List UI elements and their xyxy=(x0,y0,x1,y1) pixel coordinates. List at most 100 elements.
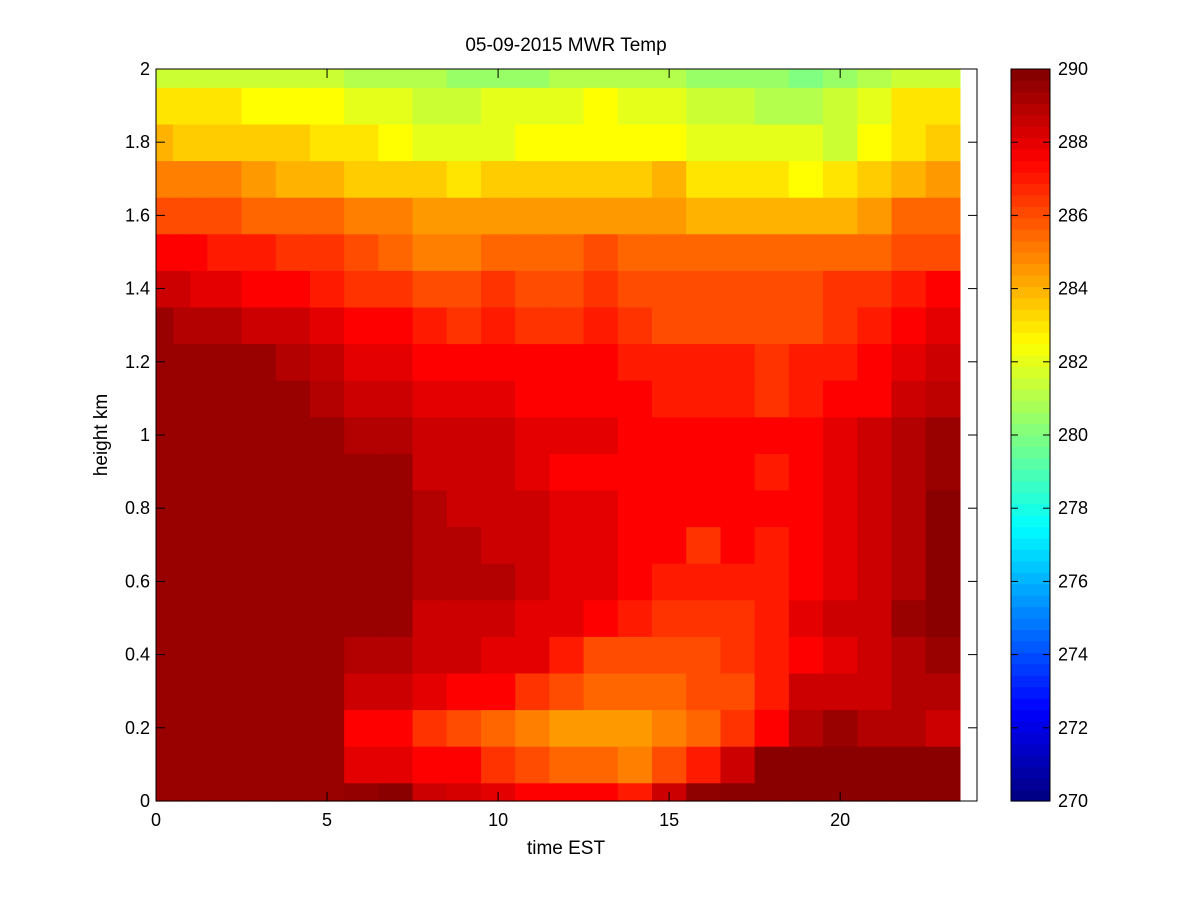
heatmap-cell xyxy=(823,416,858,454)
heatmap-cell xyxy=(617,526,653,564)
heatmap-cell xyxy=(275,636,311,674)
heatmap-cell xyxy=(241,306,277,345)
colorbar-swatch xyxy=(1011,297,1050,310)
heatmap-cell xyxy=(344,69,379,88)
colorbar-tick-label: 276 xyxy=(1058,571,1088,591)
heatmap-cell xyxy=(378,599,414,637)
heatmap-cell xyxy=(583,453,619,491)
heatmap-cell xyxy=(515,709,550,747)
heatmap-cell xyxy=(173,782,191,802)
heatmap-cell xyxy=(617,563,653,601)
colorbar-swatch xyxy=(1011,343,1050,356)
heatmap-cell xyxy=(788,380,824,418)
heatmap-cell xyxy=(344,453,379,491)
heatmap-cell xyxy=(190,453,208,491)
heatmap-cell xyxy=(515,599,550,637)
heatmap-cell xyxy=(207,782,243,802)
heatmap-cell xyxy=(309,599,345,637)
heatmap-cell xyxy=(891,270,927,308)
heatmap-cell xyxy=(173,489,191,528)
heatmap-cell xyxy=(583,69,619,88)
heatmap-cell xyxy=(549,709,585,747)
colorbar-swatch xyxy=(1011,675,1050,688)
colorbar-swatch xyxy=(1011,377,1050,390)
heatmap-cell xyxy=(515,453,550,491)
heatmap-cell xyxy=(190,343,208,381)
heatmap-cell xyxy=(617,636,653,674)
heatmap-cell xyxy=(720,709,756,747)
colorbar-swatch xyxy=(1011,160,1050,173)
heatmap-cell xyxy=(207,87,243,125)
heatmap-cell xyxy=(617,160,653,198)
heatmap-cell xyxy=(480,306,516,345)
heatmap-cell xyxy=(788,636,824,674)
colorbar-swatch xyxy=(1011,469,1050,482)
heatmap-cell xyxy=(344,746,379,784)
y-axis-label: height km xyxy=(91,394,112,476)
heatmap-cell xyxy=(480,636,516,674)
colorbar-swatch xyxy=(1011,652,1050,665)
heatmap-cell xyxy=(823,526,858,564)
colorbar-swatch xyxy=(1011,686,1050,699)
colorbar-swatch xyxy=(1011,354,1050,367)
heatmap-cell xyxy=(241,343,277,381)
heatmap-cell xyxy=(549,380,585,418)
heatmap-cell xyxy=(207,746,243,784)
heatmap-cell xyxy=(173,87,191,125)
heatmap-cell xyxy=(617,197,653,235)
heatmap-cell xyxy=(515,526,550,564)
heatmap-cell xyxy=(173,453,191,491)
heatmap-cell xyxy=(754,636,790,674)
colorbar-swatch xyxy=(1011,263,1050,276)
heatmap-cell xyxy=(686,416,722,454)
heatmap-cell xyxy=(925,782,961,802)
heatmap-cell xyxy=(446,416,482,454)
heatmap-cell xyxy=(241,380,277,418)
heatmap-cell xyxy=(857,453,893,491)
heatmap-cell xyxy=(788,489,824,528)
heatmap-cell xyxy=(788,709,824,747)
colorbar-swatch xyxy=(1011,503,1050,516)
heatmap-cell xyxy=(652,563,687,601)
heatmap-cell xyxy=(686,563,722,601)
heatmap-cell xyxy=(583,526,619,564)
colorbar-swatch xyxy=(1011,126,1050,139)
heatmap-cell xyxy=(275,672,311,711)
colorbar-swatch xyxy=(1011,229,1050,242)
heatmap-cell xyxy=(412,709,448,747)
y-tick-label: 1.4 xyxy=(125,279,150,299)
colorbar-swatch xyxy=(1011,709,1050,722)
heatmap-cell xyxy=(446,197,482,235)
heatmap-cell xyxy=(446,160,482,198)
heatmap-cell xyxy=(583,123,619,162)
heatmap-cell xyxy=(480,343,516,381)
heatmap-cell xyxy=(275,306,311,345)
heatmap-cell xyxy=(754,453,790,491)
heatmap-cell xyxy=(652,160,687,198)
heatmap-cell xyxy=(549,270,585,308)
heatmap-cell xyxy=(754,380,790,418)
heatmap-cell xyxy=(925,197,961,235)
heatmap-cell xyxy=(823,87,858,125)
heatmap-cell xyxy=(378,489,414,528)
heatmap-cell xyxy=(788,599,824,637)
heatmap-cell xyxy=(480,416,516,454)
heatmap-cell xyxy=(857,306,893,345)
heatmap-cell xyxy=(446,489,482,528)
y-tick-label: 0.8 xyxy=(125,498,150,518)
heatmap-cell xyxy=(344,672,379,711)
colorbar-swatch xyxy=(1011,526,1050,539)
heatmap-cell xyxy=(549,453,585,491)
heatmap-cell xyxy=(549,526,585,564)
heatmap-cell xyxy=(309,270,345,308)
colorbar-swatch xyxy=(1011,194,1050,207)
colorbar-swatch xyxy=(1011,515,1050,528)
colorbar-swatch xyxy=(1011,286,1050,299)
heatmap-cell xyxy=(207,563,243,601)
colorbar: 270 272 274 276 278 280 282 284 286 288 290 xyxy=(1010,59,1088,811)
heatmap-cell xyxy=(925,526,961,564)
heatmap-cell xyxy=(754,123,790,162)
heatmap-cell xyxy=(480,270,516,308)
heatmap-cell xyxy=(190,160,208,198)
heatmap-cell xyxy=(652,636,687,674)
